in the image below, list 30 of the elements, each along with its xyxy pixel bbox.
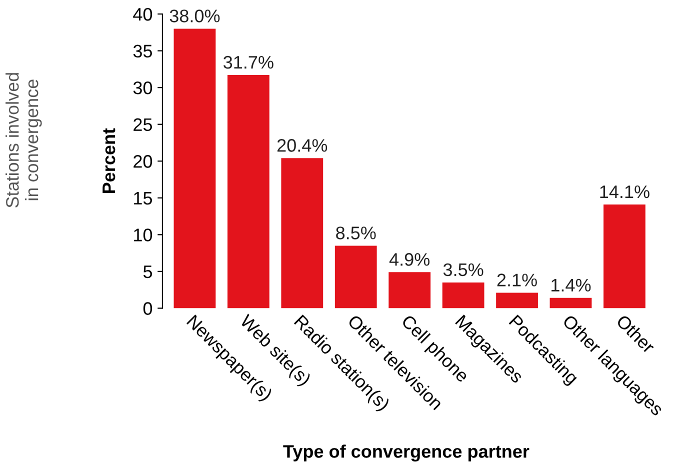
bar — [227, 75, 270, 308]
x-axis-title: Type of convergence partner — [283, 444, 530, 462]
bar — [604, 204, 646, 308]
bar — [388, 272, 431, 308]
data-label: 3.5% — [443, 263, 484, 276]
data-label: 1.4% — [552, 278, 591, 292]
bar — [174, 28, 216, 308]
y-tick-label: 35 — [133, 44, 152, 58]
data-label: 31.7% — [224, 56, 274, 69]
data-label: 14.1% — [600, 185, 650, 198]
bar — [496, 292, 538, 308]
y-tick-label: 10 — [134, 228, 152, 242]
bar — [550, 298, 592, 308]
bar — [334, 246, 377, 308]
y-tick-label: 30 — [133, 81, 152, 94]
text: Stations involved in convergence — [6, 73, 42, 208]
y-tick-label: 25 — [134, 118, 152, 132]
y-tick-label: 0 — [143, 302, 152, 315]
data-label: 20.4% — [277, 139, 328, 152]
data-label: 4.9% — [389, 253, 430, 266]
y-tick-label: 20 — [134, 155, 152, 168]
bar — [281, 158, 324, 308]
data-label: 2.1% — [497, 274, 537, 286]
y-tick-label: 40 — [133, 8, 152, 21]
data-label: 38.0% — [170, 10, 220, 22]
y-axis-title: Percent — [102, 128, 116, 194]
y-tick-label: 15 — [134, 192, 152, 205]
data-label: 8.5% — [336, 226, 376, 240]
bar — [442, 282, 484, 308]
y-tick-label: 5 — [143, 266, 152, 278]
